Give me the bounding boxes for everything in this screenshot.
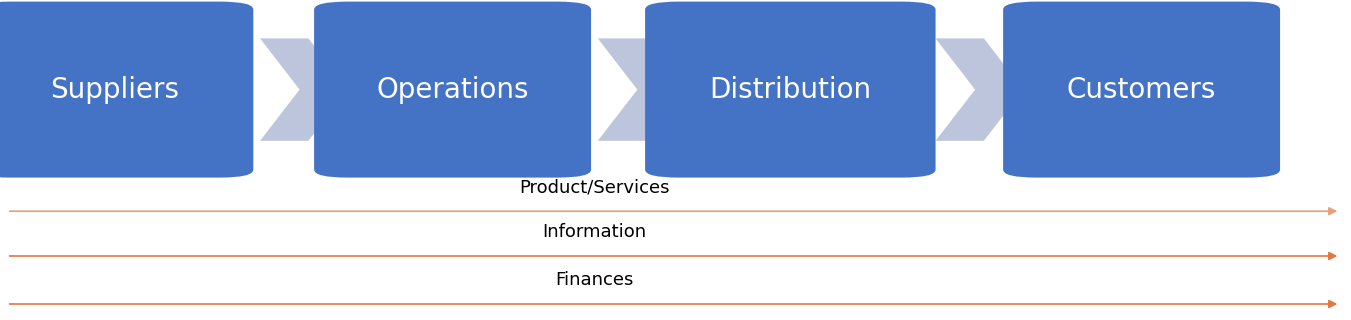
Polygon shape bbox=[259, 38, 349, 141]
FancyBboxPatch shape bbox=[0, 2, 254, 178]
Polygon shape bbox=[597, 38, 685, 141]
Polygon shape bbox=[935, 38, 1024, 141]
FancyBboxPatch shape bbox=[313, 2, 592, 178]
FancyBboxPatch shape bbox=[1002, 2, 1279, 178]
FancyBboxPatch shape bbox=[644, 2, 935, 178]
Text: Customers: Customers bbox=[1067, 76, 1216, 104]
Text: Operations: Operations bbox=[377, 76, 528, 104]
Text: Finances: Finances bbox=[555, 271, 634, 289]
Text: Product/Services: Product/Services bbox=[519, 178, 670, 196]
Text: Distribution: Distribution bbox=[709, 76, 871, 104]
Text: Information: Information bbox=[542, 223, 647, 241]
Text: Suppliers: Suppliers bbox=[50, 76, 180, 104]
